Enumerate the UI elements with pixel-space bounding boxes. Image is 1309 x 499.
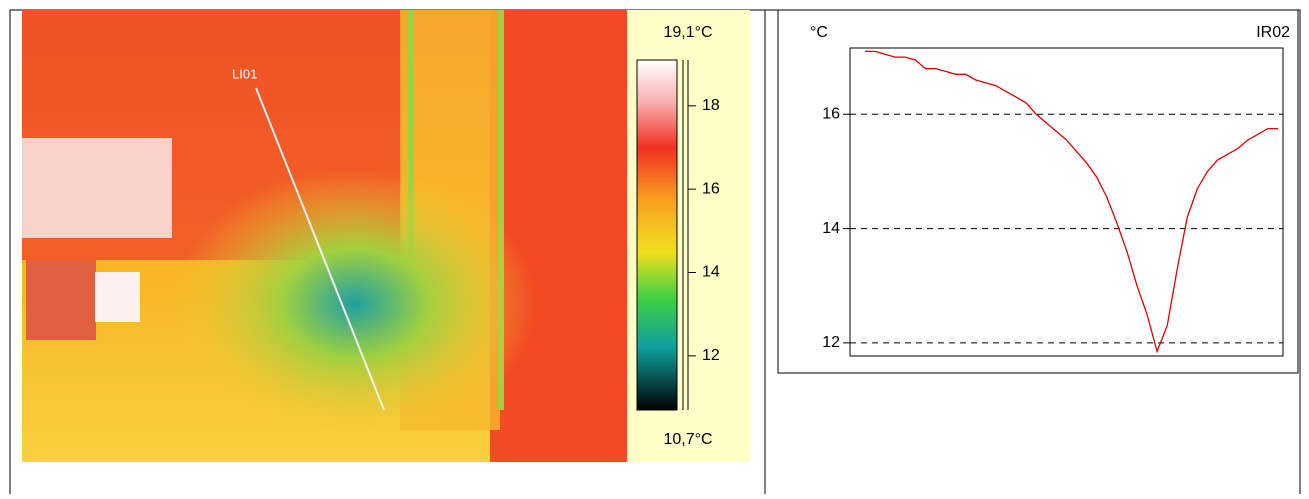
thermal-image — [22, 10, 627, 462]
plot-area — [849, 47, 1284, 357]
scale-max: 19,1°C — [663, 24, 712, 41]
y-tick-label: 14 — [822, 220, 840, 237]
data-line — [865, 50, 1278, 354]
colorbar-tick-label: 14 — [702, 264, 720, 281]
colorbar-tick-label: 18 — [702, 97, 720, 114]
colorbar-tick-label: 16 — [702, 180, 720, 197]
y-tick-label: 16 — [822, 106, 840, 123]
colorbar — [636, 59, 678, 411]
line-label: LI01 — [232, 66, 257, 81]
y-axis-label: °C — [810, 24, 828, 41]
chart-frame — [777, 9, 1299, 374]
scale-min: 10,7°C — [663, 431, 712, 448]
chart-title: IR02 — [1256, 24, 1290, 41]
colorbar-tick-label: 12 — [702, 347, 720, 364]
y-tick-label: 12 — [822, 334, 840, 351]
